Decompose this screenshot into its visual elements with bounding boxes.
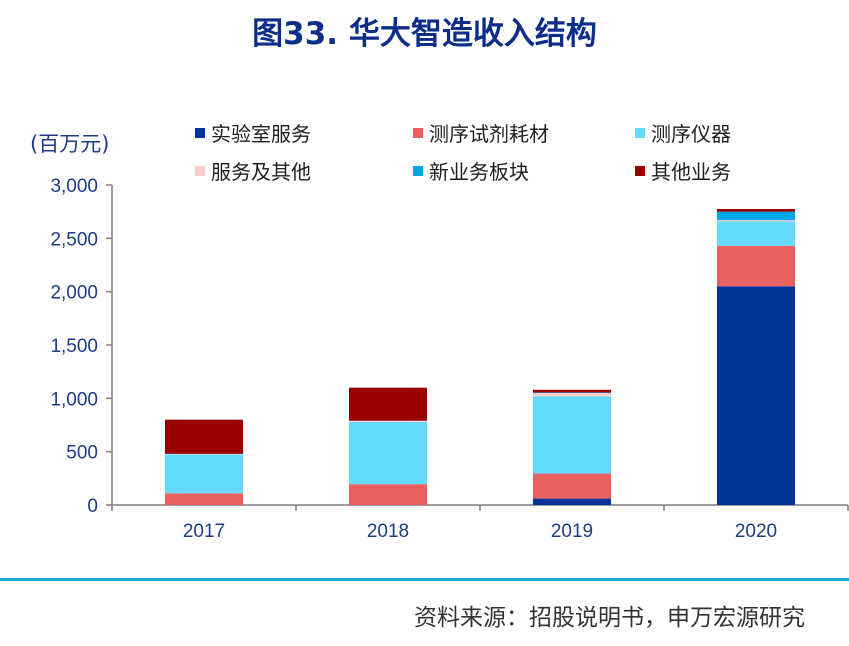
bar-segment [533,389,611,393]
bar-segment [533,393,611,397]
bar-segment [165,493,243,505]
bar-segment [165,454,243,494]
legend-swatch [195,166,205,176]
x-tick-label: 2018 [367,521,409,542]
source-note: 资料来源：招股说明书，申万宏源研究 [414,605,805,631]
legend-swatch [635,166,645,176]
legend-item: 服务及其他 [195,156,311,185]
legend-swatch [413,166,423,176]
y-tick-label: 1,500 [50,336,98,357]
legend-swatch [413,128,423,138]
x-tick-label: 2017 [183,521,225,542]
y-tick-label: 2,000 [50,283,98,304]
legend-swatch [195,128,205,138]
legend-label: 测序试剂耗材 [429,122,549,146]
legend-item: 其他业务 [635,156,731,185]
legend-label: 服务及其他 [211,160,311,184]
y-tick-label: 3,000 [50,176,98,197]
y-tick-label: 0 [87,496,98,517]
bar-segment [533,498,611,505]
legend-swatch [635,128,645,138]
y-tick-label: 2,500 [50,229,98,250]
bar-segment [165,453,243,455]
y-tick-label: 1,000 [50,389,98,410]
bar-segment [349,387,427,421]
legend-label: 新业务板块 [429,160,529,184]
legend-item: 新业务板块 [413,156,529,185]
bar-segment [165,419,243,454]
bar-segment [533,392,611,393]
x-tick-label: 2020 [735,521,777,542]
bar-segment [717,211,795,221]
bar-segment [717,209,795,212]
bar-segment [349,420,427,422]
legend-item: 测序试剂耗材 [413,118,549,147]
stacked-bar-chart: 0 500 1,000 1,500 2,000 2,500 3,000 2017 2018 201… [50,176,849,542]
bar-segment [349,484,427,505]
legend-label: 其他业务 [651,160,731,184]
bar-segment [533,396,611,474]
bar-segment [717,245,795,287]
y-tick-label: 500 [66,443,98,464]
bar-segment [533,473,611,499]
legend-label: 实验室服务 [211,122,311,146]
legend-item: 实验室服务 [195,118,311,147]
legend-label: 测序仪器 [651,122,731,146]
x-tick-label: 2019 [551,521,593,542]
bar-segment [717,221,795,246]
bar-segment [717,286,795,505]
bar-segment [717,220,795,222]
bar-segment [349,421,427,485]
y-axis-unit-label: (百万元) [30,132,110,156]
legend-item: 测序仪器 [635,118,731,147]
chart-title: 图33. 华大智造收入结构 [252,16,597,52]
footer-divider [0,578,849,581]
